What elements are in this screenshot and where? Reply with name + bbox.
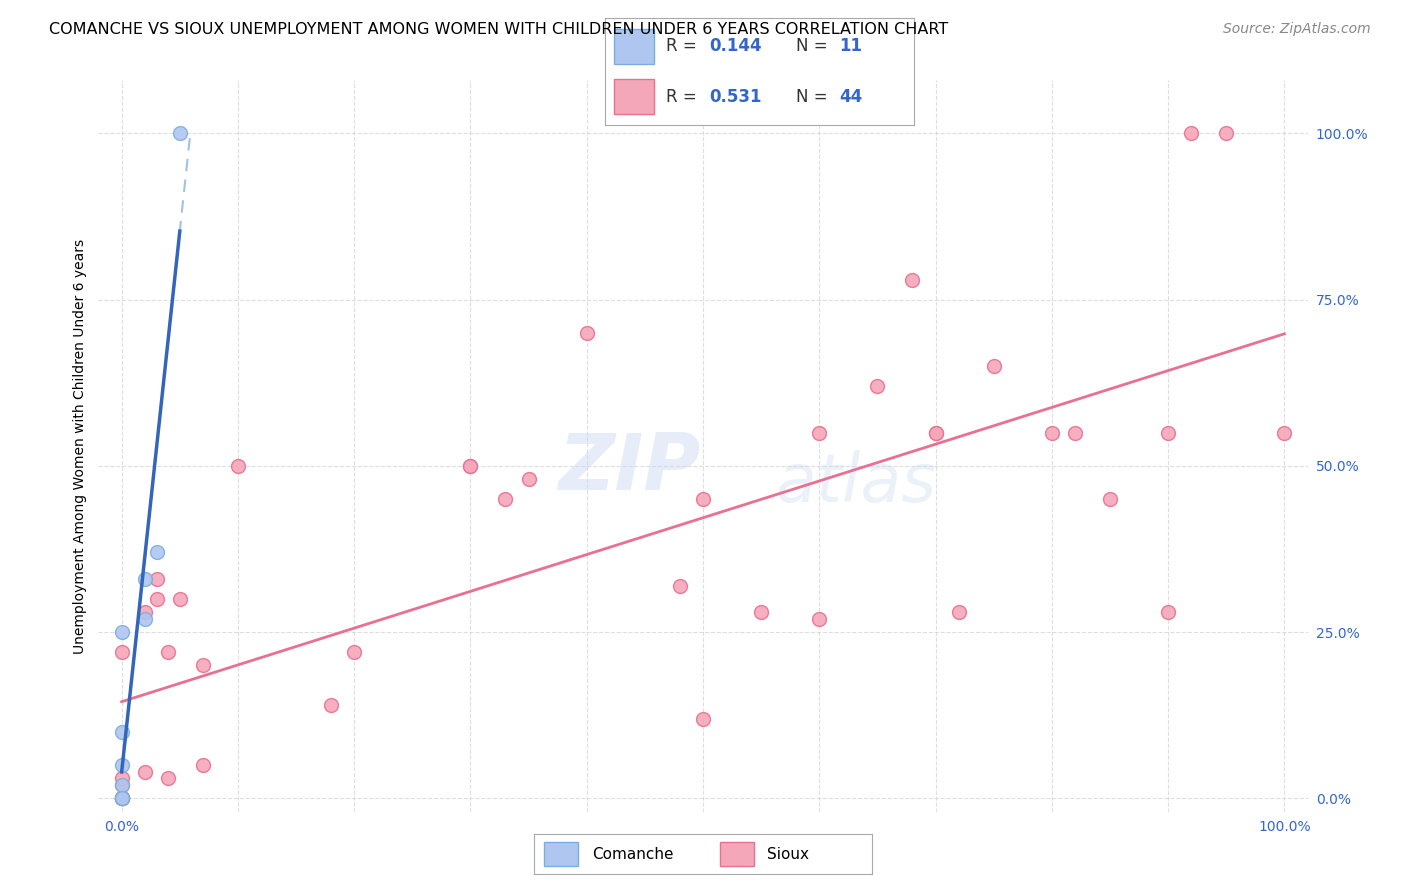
Text: R =: R = xyxy=(666,37,703,55)
Point xyxy=(692,712,714,726)
Point xyxy=(1215,127,1237,141)
Point xyxy=(1098,492,1121,507)
Bar xyxy=(720,842,754,866)
Point xyxy=(343,645,366,659)
Point xyxy=(145,572,167,586)
Bar xyxy=(614,78,654,114)
Bar xyxy=(544,842,578,866)
Point xyxy=(111,791,134,805)
Point xyxy=(1064,425,1087,440)
Point xyxy=(668,579,690,593)
Point xyxy=(1157,605,1180,619)
Point xyxy=(1180,127,1202,141)
Point xyxy=(157,645,180,659)
Point xyxy=(226,458,249,473)
Point xyxy=(111,725,134,739)
Point xyxy=(134,572,156,586)
Text: R =: R = xyxy=(666,87,703,105)
Point xyxy=(460,458,482,473)
Point xyxy=(111,758,134,772)
Point xyxy=(111,791,134,805)
Bar xyxy=(614,29,654,64)
Point xyxy=(924,425,946,440)
Text: 0.531: 0.531 xyxy=(710,87,762,105)
Point xyxy=(157,772,180,786)
Point xyxy=(319,698,342,713)
Text: N =: N = xyxy=(796,87,834,105)
Point xyxy=(191,758,214,772)
Y-axis label: Unemployment Among Women with Children Under 6 years: Unemployment Among Women with Children U… xyxy=(73,238,87,654)
Text: 11: 11 xyxy=(839,37,863,55)
Text: COMANCHE VS SIOUX UNEMPLOYMENT AMONG WOMEN WITH CHILDREN UNDER 6 YEARS CORRELATI: COMANCHE VS SIOUX UNEMPLOYMENT AMONG WOM… xyxy=(49,22,949,37)
Text: Sioux: Sioux xyxy=(768,847,808,862)
Text: N =: N = xyxy=(796,37,834,55)
Point xyxy=(134,605,156,619)
Text: Comanche: Comanche xyxy=(592,847,673,862)
Point xyxy=(111,791,134,805)
Point xyxy=(111,645,134,659)
Point xyxy=(901,273,924,287)
Point xyxy=(111,778,134,792)
Point xyxy=(111,772,134,786)
Point xyxy=(494,492,516,507)
Point xyxy=(749,605,772,619)
Text: atlas: atlas xyxy=(776,450,936,516)
Point xyxy=(111,778,134,792)
Point xyxy=(517,472,540,486)
Point xyxy=(692,492,714,507)
Point xyxy=(575,326,598,340)
Point xyxy=(169,127,191,141)
Point xyxy=(111,791,134,805)
Text: ZIP: ZIP xyxy=(558,430,700,506)
Point xyxy=(808,612,831,626)
Point xyxy=(134,764,156,779)
Point xyxy=(145,591,167,606)
Text: 0.144: 0.144 xyxy=(710,37,762,55)
Point xyxy=(111,791,134,805)
Point xyxy=(111,791,134,805)
Point xyxy=(191,658,214,673)
Point xyxy=(948,605,970,619)
Point xyxy=(169,591,191,606)
Point xyxy=(145,545,167,559)
Point xyxy=(983,359,1005,374)
Point xyxy=(808,425,831,440)
Point xyxy=(1272,425,1295,440)
Point xyxy=(111,625,134,640)
Point xyxy=(134,612,156,626)
Point xyxy=(460,458,482,473)
Point xyxy=(1040,425,1063,440)
Point xyxy=(1157,425,1180,440)
Text: Source: ZipAtlas.com: Source: ZipAtlas.com xyxy=(1223,22,1371,37)
Point xyxy=(111,791,134,805)
Point xyxy=(924,425,946,440)
Text: 44: 44 xyxy=(839,87,863,105)
Point xyxy=(866,379,889,393)
